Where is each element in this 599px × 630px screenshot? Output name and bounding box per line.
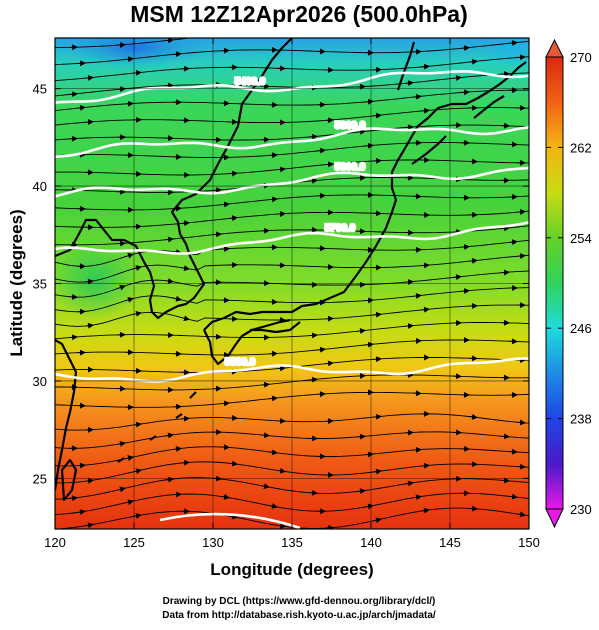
y-tick-label: 25 xyxy=(33,471,47,486)
wind-arrow xyxy=(373,359,381,360)
x-tick-label: 135 xyxy=(281,535,303,550)
contour-label: 5800.0 xyxy=(225,357,256,368)
wind-arrow xyxy=(181,418,189,419)
colorbar: 230 238 246 254 262 270 xyxy=(546,40,592,527)
wind-arrow xyxy=(405,127,413,128)
x-tick-label: 140 xyxy=(360,535,382,550)
wind-arrow xyxy=(421,265,429,266)
wind-arrow xyxy=(77,465,85,466)
colorbar-scale xyxy=(546,57,563,509)
wind-arrow xyxy=(69,337,77,338)
x-tick-label: 120 xyxy=(44,535,66,550)
colorbar-tick-label: 238 xyxy=(570,412,592,427)
wind-arrow xyxy=(365,300,373,301)
colorbar-tick-label: 254 xyxy=(570,231,592,246)
contour-label: 5700.0 xyxy=(325,223,356,234)
colorbar-min-arrow xyxy=(546,509,563,527)
wind-arrow xyxy=(317,394,325,395)
wind-arrow xyxy=(501,29,509,30)
wind-arrow xyxy=(85,122,93,123)
colorbar-tick-label: 246 xyxy=(570,321,592,336)
plot-area: 5400.0 5600.0 5600.0 5700.0 5800.0 xyxy=(45,26,550,530)
credit-drawing: Drawing by DCL (https://www.gfd-dennou.o… xyxy=(163,596,436,607)
wind-arrow xyxy=(213,35,221,36)
wind-arrow xyxy=(517,57,525,58)
x-tick-label: 125 xyxy=(123,535,145,550)
colorbar-max-arrow xyxy=(546,40,563,57)
wind-arrow xyxy=(461,92,469,93)
y-axis-label: Latitude (degrees) xyxy=(7,209,26,356)
wind-arrow xyxy=(325,528,333,529)
wind-arrow xyxy=(469,508,477,509)
x-axis-label: Longitude (degrees) xyxy=(210,560,373,579)
y-tick-label: 40 xyxy=(33,179,47,194)
wind-arrow xyxy=(413,450,421,451)
y-tick-label: 45 xyxy=(33,82,47,97)
x-tick-label: 150 xyxy=(518,535,540,550)
cold-pool-shading-east xyxy=(480,28,550,68)
wind-arrow xyxy=(453,33,461,34)
wind-arrow xyxy=(501,480,509,481)
y-tick-label: 30 xyxy=(33,374,47,389)
credit-data-source: Data from http://database.rish.kyoto-u.a… xyxy=(162,610,436,621)
contour-label: 5600.0 xyxy=(335,162,366,173)
x-tick-label: 145 xyxy=(439,535,461,550)
wind-arrow xyxy=(269,155,277,156)
colorbar-tick-label: 230 xyxy=(570,502,592,517)
colorbar-tick-label: 270 xyxy=(570,50,592,65)
colorbar-tick-label: 262 xyxy=(570,140,592,155)
wind-arrow xyxy=(117,45,125,46)
wind-arrow xyxy=(77,63,85,64)
wind-arrow xyxy=(309,335,317,336)
contour-label: 5400.0 xyxy=(235,77,266,88)
map-title: MSM 12Z12Apr2026 (500.0hPa) xyxy=(130,1,468,27)
wind-arrow xyxy=(213,190,221,191)
x-tick-label: 130 xyxy=(202,535,224,550)
wind-arrow xyxy=(325,120,333,121)
wind-arrow xyxy=(221,249,229,250)
y-tick-label: 35 xyxy=(33,277,47,292)
wind-arrow xyxy=(501,272,509,273)
contour-label: 5600.0 xyxy=(335,120,366,131)
